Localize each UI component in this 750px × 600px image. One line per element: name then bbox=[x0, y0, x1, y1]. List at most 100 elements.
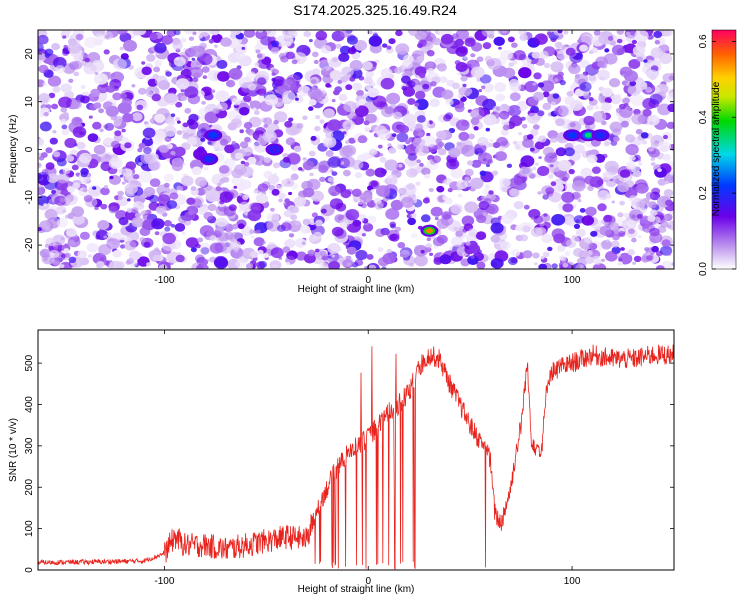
heatmap-cell bbox=[562, 203, 574, 213]
snr-y-label: SNR (10 * v/v) bbox=[8, 418, 19, 482]
heatmap-cell bbox=[426, 50, 435, 57]
heatmap-cell bbox=[396, 132, 409, 143]
heatmap-cell bbox=[491, 170, 499, 176]
heatmap-cell bbox=[163, 182, 170, 188]
heatmap-cell bbox=[325, 131, 334, 139]
heatmap-cell bbox=[318, 164, 329, 173]
heatmap-cell bbox=[520, 116, 526, 121]
heatmap-cell bbox=[557, 71, 564, 77]
heatmap-cell bbox=[498, 145, 506, 151]
heatmap-cell bbox=[601, 87, 613, 98]
heatmap-cell bbox=[233, 185, 238, 189]
heatmap-cell bbox=[481, 85, 486, 90]
heatmap-cell bbox=[490, 222, 504, 234]
heatmap-cell bbox=[90, 88, 101, 97]
heatmap-cell bbox=[636, 213, 643, 219]
heatmap-cell bbox=[453, 226, 459, 231]
heatmap-cell bbox=[432, 155, 442, 163]
heatmap-cell bbox=[315, 115, 321, 120]
heatmap-cell bbox=[617, 212, 624, 218]
heatmap-cell bbox=[61, 128, 70, 136]
heatmap-cell bbox=[346, 262, 351, 267]
heatmap-cell bbox=[263, 117, 273, 125]
heatmap-cell bbox=[104, 122, 115, 131]
heatmap-cell bbox=[351, 261, 359, 268]
snr-x-tick-label: 100 bbox=[564, 576, 581, 587]
heatmap-cell bbox=[131, 207, 139, 214]
heatmap-cell bbox=[432, 37, 442, 46]
heatmap-cell bbox=[422, 135, 437, 148]
heatmap-cell bbox=[99, 257, 105, 262]
heatmap-cell bbox=[522, 250, 533, 259]
heatmap-cell bbox=[100, 187, 110, 196]
heatmap-cell bbox=[302, 157, 307, 161]
heatmap-cell bbox=[357, 135, 368, 144]
heatmap-cell bbox=[355, 249, 368, 261]
heatmap-cell bbox=[359, 217, 365, 222]
heatmap-cell bbox=[482, 83, 494, 93]
heatmap-cell bbox=[550, 101, 556, 106]
heatmap-cell bbox=[384, 106, 394, 115]
heatmap-cell bbox=[125, 174, 133, 181]
heatmap-cell bbox=[172, 41, 183, 50]
heatmap-cell bbox=[609, 78, 621, 88]
heatmap-cell bbox=[499, 103, 510, 114]
heatmap-cell bbox=[587, 154, 598, 164]
heatmap-cell bbox=[401, 85, 408, 91]
heatmap-cell bbox=[327, 243, 341, 254]
heatmap-cell bbox=[519, 166, 533, 177]
heatmap-cell bbox=[649, 74, 657, 81]
heatmap-cell bbox=[343, 101, 357, 113]
heatmap-cell bbox=[369, 129, 373, 133]
heatmap-cell bbox=[188, 36, 194, 41]
heatmap-cell bbox=[631, 39, 638, 45]
snr-y-ticks: 0 100 200 300 400 500 bbox=[24, 354, 674, 573]
heatmap-cell bbox=[541, 233, 553, 244]
heatmap-cell bbox=[139, 237, 146, 243]
heatmap-cell bbox=[532, 252, 540, 259]
heatmap-cell bbox=[370, 189, 375, 192]
heatmap-cell bbox=[262, 130, 277, 143]
heatmap-cell bbox=[439, 76, 448, 83]
heatmap-cell bbox=[579, 81, 592, 92]
heatmap-cell bbox=[303, 253, 316, 264]
heatmap-cell bbox=[238, 76, 253, 89]
heatmap-cell bbox=[243, 30, 256, 38]
heatmap-cell bbox=[450, 167, 464, 179]
heatmap-cell bbox=[288, 191, 293, 196]
colorbar: 0.0 0.2 0.4 0.6 Normalized spectral amplitu… bbox=[698, 29, 737, 276]
heatmap-cell bbox=[217, 71, 230, 82]
heatmap-cell bbox=[553, 78, 559, 82]
heatmap-cell bbox=[637, 162, 643, 166]
heatmap-cell bbox=[642, 108, 652, 117]
heatmap-cell bbox=[662, 153, 671, 162]
heatmap-cell bbox=[654, 164, 661, 170]
heatmap-cell bbox=[415, 90, 426, 100]
heatmap-cell bbox=[587, 185, 594, 192]
colorbar-tick-label: 0.0 bbox=[698, 262, 709, 276]
heatmap-cell bbox=[163, 220, 172, 227]
heatmap-cell bbox=[466, 160, 474, 166]
heatmap-cell bbox=[407, 153, 417, 161]
heatmap-cell bbox=[650, 157, 655, 161]
heatmap-cell bbox=[340, 30, 350, 38]
heatmap-cell bbox=[309, 39, 313, 43]
heatmap-cell bbox=[211, 33, 223, 43]
heatmap-cell bbox=[426, 132, 431, 137]
heatmap-cell bbox=[450, 203, 463, 214]
heatmap-cell bbox=[424, 173, 431, 179]
heatmap-cell bbox=[333, 89, 340, 96]
heatmap-cell bbox=[508, 256, 518, 266]
heatmap-cell bbox=[58, 96, 73, 109]
heatmap-cell bbox=[166, 118, 176, 126]
heatmap-cell bbox=[548, 174, 554, 179]
heatmap-cell bbox=[349, 60, 363, 71]
heatmap-cell bbox=[205, 190, 221, 202]
heatmap-cell bbox=[619, 169, 631, 178]
heatmap-cell bbox=[456, 141, 462, 146]
heatmap-cell bbox=[358, 98, 367, 106]
heatmap-cell bbox=[455, 119, 470, 131]
heatmap-cell bbox=[463, 56, 468, 60]
heatmap-cell bbox=[59, 264, 65, 269]
heatmap-cell bbox=[56, 217, 68, 228]
